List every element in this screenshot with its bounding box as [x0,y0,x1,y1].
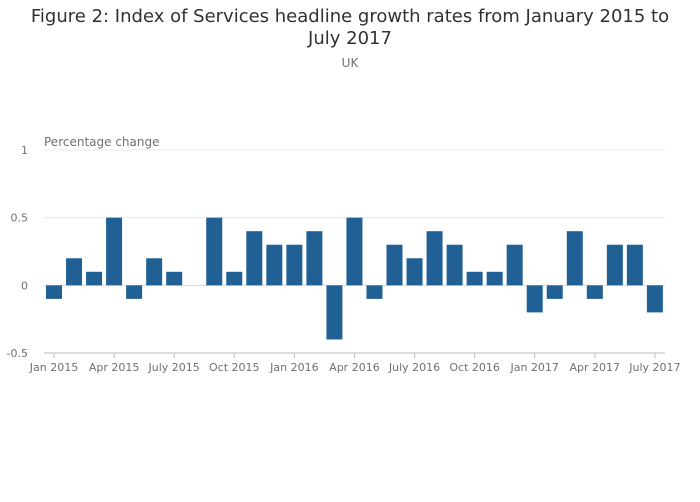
bar [226,271,243,286]
bar [446,244,463,286]
y-tick-label: 0.5 [11,212,29,225]
bar [626,244,643,286]
x-tick-label: July 2017 [628,361,680,374]
x-tick-label: Apr 2016 [329,361,380,374]
x-tick-label: July 2016 [388,361,440,374]
bar [106,217,123,286]
bar [346,217,363,286]
bar [406,258,423,286]
y-axis-label: Percentage change [44,135,160,149]
bar [606,244,623,286]
bar [66,258,83,286]
bar [566,231,583,286]
bars [46,217,663,340]
bar [266,244,283,286]
bar [246,231,263,286]
bar [526,285,543,313]
bar [326,285,343,340]
bar [386,244,403,286]
bar [126,285,143,299]
bar [46,285,62,299]
x-tick-label: Jan 2017 [509,361,558,374]
bar [506,244,523,286]
x-tick-label: Jan 2015 [29,361,78,374]
y-axis-ticks: -0.5 0 0.5 1 [7,144,28,360]
bar [486,271,503,286]
y-tick-label: 0 [21,279,28,292]
bar [646,285,663,313]
bar [546,285,563,299]
x-tick-label: Apr 2015 [89,361,140,374]
chart-subtitle: UK [341,56,359,70]
y-tick-label: 1 [21,144,28,157]
bar [86,271,103,286]
bar [466,271,483,286]
x-tick-label: Oct 2016 [449,361,500,374]
x-tick-label: Jan 2016 [269,361,318,374]
x-tick-label: Oct 2015 [209,361,260,374]
bar [586,285,603,299]
x-axis-ticks: Jan 2015 Apr 2015 July 2015 Oct 2015 Jan 201… [29,353,681,374]
x-tick-label: Apr 2017 [570,361,621,374]
bar [366,285,383,299]
bar [206,217,223,286]
x-tick-label: July 2015 [148,361,200,374]
chart-title: Figure 2: Index of Services headline gro… [30,6,670,49]
bar [306,231,323,286]
bar [146,258,163,286]
y-tick-label: -0.5 [7,347,28,360]
bar [166,271,183,286]
bar [286,244,303,286]
bar [426,231,443,286]
